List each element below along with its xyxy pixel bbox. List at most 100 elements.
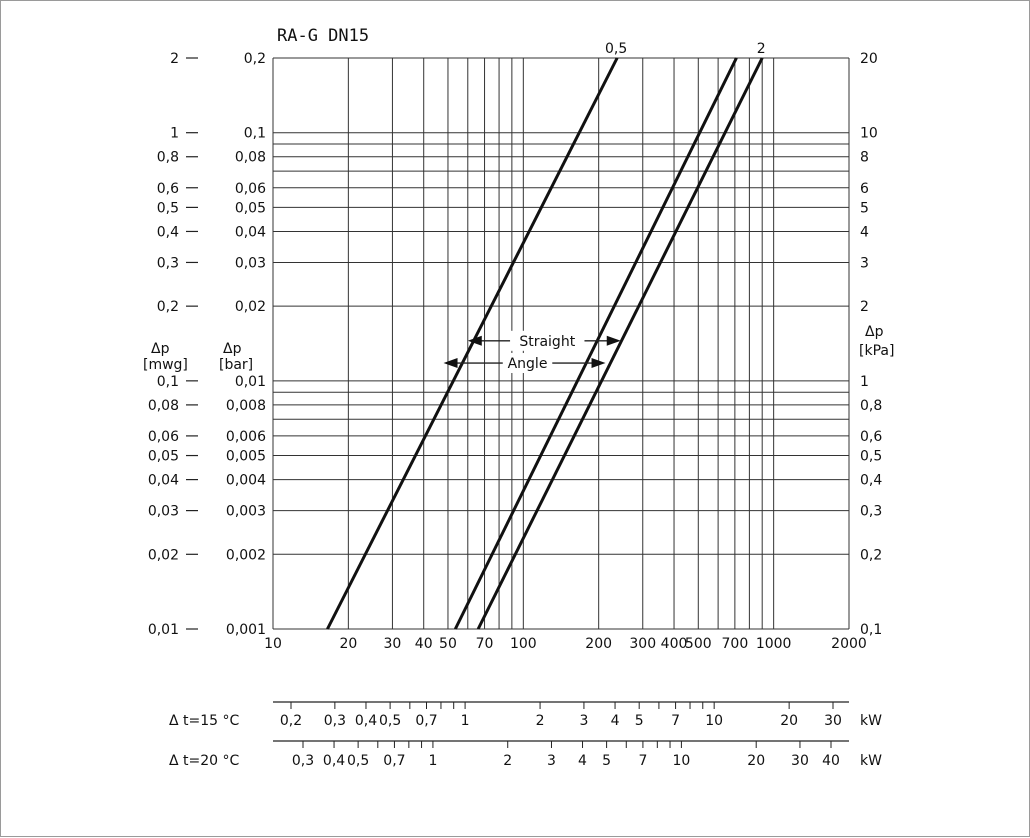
bar-tick-label: 0,003 (226, 504, 266, 520)
mwg-tick-label: 0,08 (148, 398, 179, 414)
power-scale-tick-label: 1 (428, 753, 437, 769)
x-tick-label: 40 (415, 636, 433, 652)
annotation-bg (510, 330, 585, 351)
x-tick-label: 70 (476, 636, 494, 652)
power-scale-tick-label: 0,4 (323, 753, 345, 769)
power-scale-tick-label: 0,7 (415, 713, 437, 729)
power-scale-tick-label: 10 (672, 753, 690, 769)
power-scale-tick-label: 30 (824, 713, 842, 729)
series-line (453, 57, 738, 630)
power-scale-tick-label: 3 (547, 753, 556, 769)
x-tick-label: 2000 (831, 636, 867, 652)
power-scale-tick-label: 0,3 (292, 753, 314, 769)
mwg-tick-label: 1 (170, 126, 179, 142)
bar-tick-label: 0,004 (226, 473, 266, 489)
kpa-tick-label: 0,6 (860, 429, 882, 445)
x-tick-label: 100 (510, 636, 537, 652)
bar-tick-label: 0,2 (244, 51, 266, 67)
kpa-tick-label: 6 (860, 181, 869, 197)
power-scale-tick-label: 10 (705, 713, 723, 729)
power-scale-tick-label: 40 (822, 753, 840, 769)
kpa-tick-label: 0,2 (860, 547, 882, 563)
kpa-tick-label: 10 (860, 126, 878, 142)
power-scale-20-label: Δ t=20 °C (169, 753, 240, 769)
x-tick-label: 1000 (756, 636, 792, 652)
power-scale-tick-label: 0,7 (383, 753, 405, 769)
mwg-axis-label-symbol: Δp (151, 341, 170, 357)
bar-tick-label: 0,002 (226, 547, 266, 563)
mwg-tick-label: 0,06 (148, 429, 179, 445)
chart-title: RA-G DN15 (277, 26, 369, 46)
bar-axis-label-symbol: Δp (223, 341, 242, 357)
bar-tick-label: 0,02 (235, 299, 266, 315)
power-scale-tick-label: 0,3 (324, 713, 346, 729)
x-tick-label: 300 (629, 636, 656, 652)
bar-tick-label: 0,001 (226, 622, 266, 638)
power-scale-tick-label: 7 (638, 753, 647, 769)
series-line (326, 57, 619, 630)
series-line (476, 57, 764, 630)
kpa-tick-label: 1 (860, 374, 869, 390)
mwg-tick-label: 0,04 (148, 473, 179, 489)
annotation-label: Straight (519, 334, 575, 350)
power-scale-tick-label: 4 (611, 713, 620, 729)
x-tick-label: 700 (722, 636, 749, 652)
power-scale-tick-label: 0,4 (355, 713, 377, 729)
kpa-tick-label: 5 (860, 200, 869, 216)
power-scale-tick-label: 20 (747, 753, 765, 769)
mwg-tick-label: 0,8 (157, 150, 179, 166)
arrow-head-right (591, 358, 606, 369)
mwg-tick-label: 0,5 (157, 200, 179, 216)
mwg-tick-label: 0,02 (148, 547, 179, 563)
arrow-head-left (443, 358, 458, 369)
annotation-bg (502, 353, 553, 374)
annotation-label: Angle (508, 356, 548, 372)
mwg-tick-label: 0,05 (148, 449, 179, 465)
power-scale-20-unit: kW (860, 753, 882, 769)
series-label: 0,5 (605, 41, 627, 57)
mwg-tick-label: 0,6 (157, 181, 179, 197)
x-tick-label: 50 (439, 636, 457, 652)
power-scale-tick-label: 0,5 (347, 753, 369, 769)
power-scale-tick-label: 0,5 (379, 713, 401, 729)
series-label: 2 (757, 41, 766, 57)
x-tick-label: 10 (264, 636, 282, 652)
arrow-head-left (467, 335, 482, 346)
mwg-tick-label: 0,2 (157, 299, 179, 315)
power-scale-tick-label: 2 (503, 753, 512, 769)
bar-tick-label: 0,08 (235, 150, 266, 166)
bar-tick-label: 0,006 (226, 429, 266, 445)
kpa-axis-label-symbol: Δp (865, 324, 884, 340)
bar-tick-label: 0,04 (235, 224, 266, 240)
power-scale-tick-label: 5 (635, 713, 644, 729)
kpa-tick-label: 8 (860, 150, 869, 166)
power-scale-tick-label: 3 (579, 713, 588, 729)
x-tick-label: 500 (685, 636, 712, 652)
power-scale-tick-label: 30 (791, 753, 809, 769)
arrow-head-right (606, 335, 621, 346)
x-tick-label: 200 (585, 636, 612, 652)
mwg-axis-label-unit: [mwg] (143, 357, 188, 373)
kpa-tick-label: 0,3 (860, 504, 882, 520)
mwg-tick-label: 2 (170, 51, 179, 67)
bar-tick-label: 0,01 (235, 374, 266, 390)
power-scale-tick-label: 1 (461, 713, 470, 729)
mwg-tick-label: 0,4 (157, 224, 179, 240)
power-scale-tick-label: 20 (780, 713, 798, 729)
power-scale-tick-label: 0,2 (280, 713, 302, 729)
x-tick-label: 30 (384, 636, 402, 652)
mwg-tick-label: 0,01 (148, 622, 179, 638)
x-tick-label: 20 (339, 636, 357, 652)
bar-tick-label: 0,06 (235, 181, 266, 197)
bar-tick-label: 0,03 (235, 255, 266, 271)
power-scale-tick-label: 2 (536, 713, 545, 729)
bar-axis-label-unit: [bar] (219, 357, 253, 373)
bar-tick-label: 0,008 (226, 398, 266, 414)
power-scale-tick-label: 7 (671, 713, 680, 729)
power-scale-15-unit: kW (860, 713, 882, 729)
power-scale-tick-label: 5 (602, 753, 611, 769)
mwg-tick-label: 0,1 (157, 374, 179, 390)
power-scale-tick-label: 4 (578, 753, 587, 769)
